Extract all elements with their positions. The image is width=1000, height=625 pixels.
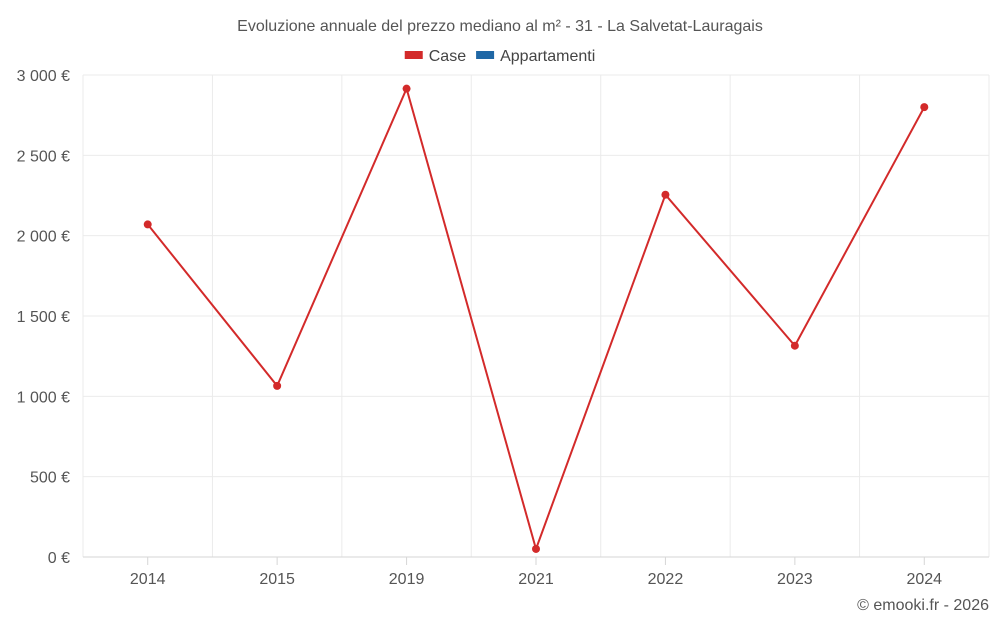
x-tick-label: 2019 (389, 571, 425, 588)
y-tick-label: 2 000 € (17, 229, 70, 246)
y-tick-label: 500 € (30, 470, 70, 487)
y-tick-label: 0 € (48, 550, 70, 567)
data-point[interactable] (273, 381, 282, 390)
y-tick-label: 3 000 € (17, 68, 70, 85)
legend-swatch (404, 51, 423, 59)
legend-item-appartamenti[interactable]: Appartamenti (476, 48, 595, 65)
legend-label: Appartamenti (500, 48, 595, 65)
y-tick-label: 2 500 € (17, 148, 70, 165)
data-point[interactable] (790, 341, 799, 350)
y-gridlines (83, 74, 989, 478)
y-tick-label: 1 500 € (17, 309, 70, 326)
credit-text: © emooki.fr - 2026 (857, 597, 989, 614)
legend-item-case[interactable]: Case (404, 48, 466, 65)
y-axis-ticks: 0 € 500 € 1 000 € 1 500 € 2 000 € 2 500 € 3 00… (17, 68, 70, 567)
legend: Case Appartamenti (404, 48, 595, 65)
x-tick-label: 2023 (777, 571, 813, 588)
data-point[interactable] (532, 544, 540, 553)
data-point[interactable] (402, 84, 411, 93)
x-gridlines (82, 75, 990, 557)
x-axis-ticks: 2014 2015 2019 2021 2022 2023 2024 (130, 557, 942, 588)
series-group (143, 84, 929, 553)
x-tick-label: 2021 (518, 571, 554, 588)
y-tick-label: 1 000 € (17, 389, 70, 406)
data-point[interactable] (661, 190, 670, 199)
data-point[interactable] (143, 220, 152, 229)
series-line-case (146, 85, 926, 553)
x-tick-label: 2014 (130, 571, 166, 588)
data-point[interactable] (920, 103, 929, 112)
legend-label: Case (429, 48, 466, 65)
legend-swatch (476, 51, 495, 59)
x-tick-label: 2022 (648, 571, 684, 588)
x-tick-label: 2015 (259, 571, 295, 588)
chart-title: Evoluzione annuale del prezzo mediano al… (237, 18, 763, 35)
x-tick-label: 2024 (906, 571, 942, 588)
